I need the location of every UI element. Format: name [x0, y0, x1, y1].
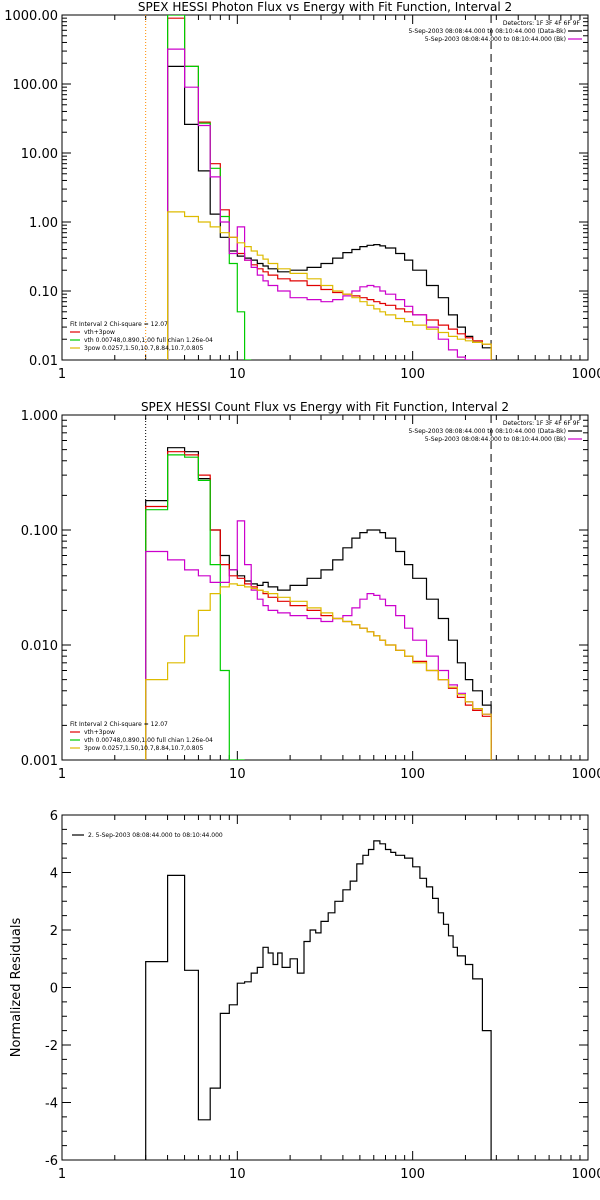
legend-fit-header: Fit Interval 2 Chi-square = 12.07: [70, 321, 168, 328]
legend-entry-label: 3pow 0.0257,1.50,10.7,8.84,10.7,0.805: [84, 345, 203, 352]
series-line-4: [167, 211, 492, 360]
y-tick-label: 2: [50, 924, 58, 939]
x-tick-label: 1: [58, 367, 66, 382]
series-line-0: [145, 447, 492, 760]
series-line-0: [167, 65, 492, 360]
x-tick-label: 1000: [571, 367, 600, 382]
y-tick-label: 1.00: [29, 216, 58, 231]
y-tick-label: -4: [45, 1097, 58, 1112]
count-flux-panel: SPEX HESSI Count Flux vs Energy with Fit…: [21, 400, 600, 782]
legend-entry-label: 5-Sep-2003 08:08:44.000 to 08:10:44.000 …: [425, 36, 566, 43]
x-tick-label: 1000: [571, 767, 600, 782]
legend-entry-label: vth+3pow: [84, 329, 115, 336]
legend-entry-label: 5-Sep-2003 08:08:44.000 to 08:10:44.000 …: [425, 436, 566, 443]
legend-detectors: Detectors: 1F 3F 4F 6F 9F: [503, 20, 581, 27]
plot-frame: [61, 14, 589, 361]
y-tick-label: 4: [50, 867, 58, 882]
y-tick-label: -6: [45, 1154, 58, 1169]
y-tick-label: 6: [50, 809, 58, 824]
y-tick-label: 1000.00: [4, 9, 58, 24]
series-line-2: [145, 454, 245, 760]
legend-entry-label: vth 0.00748,0.890,1.00 full chian 1.26e-…: [84, 337, 213, 344]
legend-entry-label: 3pow 0.0257,1.50,10.7,8.84,10.7,0.805: [84, 745, 203, 752]
series-line-3: [167, 48, 492, 360]
plot-frame: [61, 414, 589, 761]
y-tick-label: 0.10: [29, 285, 58, 300]
y-tick-label: 1.000: [21, 409, 58, 424]
y-tick-label: 0.010: [21, 639, 58, 654]
y-tick-label: 100.00: [13, 78, 59, 93]
legend-entry-label: vth 0.00748,0.890,1.00 full chian 1.26e-…: [84, 737, 213, 744]
y-tick-label: 0.01: [29, 354, 58, 369]
y-tick-label: 0.001: [21, 754, 58, 769]
x-tick-label: 1: [58, 1167, 66, 1182]
series-line-3: [145, 520, 492, 760]
residuals-panel: 1 10 100 1000 -6 -4 -2 0 2 4 6 Normalized Residuals…: [9, 809, 600, 1182]
x-tick-label: 100: [400, 767, 425, 782]
chart-title: SPEX HESSI Photon Flux vs Energy with Fi…: [138, 0, 512, 14]
legend-entry-label: vth+3pow: [84, 729, 115, 736]
x-tick-label: 10: [229, 767, 246, 782]
x-tick-label: 1000: [571, 1167, 600, 1182]
x-tick-label: 1: [58, 767, 66, 782]
y-tick-label: -2: [45, 1039, 58, 1054]
residuals-line: [145, 840, 492, 1160]
legend-detectors: Detectors: 1F 3F 4F 6F 9F: [503, 420, 581, 427]
y-axis-label: Normalized Residuals: [9, 918, 24, 1058]
legend-entry-label: 2. 5-Sep-2003 08:08:44.000 to 08:10:44.0…: [88, 832, 223, 839]
y-tick-label: 10.00: [21, 147, 58, 162]
photon-flux-panel: SPEX HESSI Photon Flux vs Energy with Fi…: [4, 0, 600, 382]
x-tick-label: 10: [229, 1167, 246, 1182]
series-line-4: [145, 583, 492, 760]
x-tick-label: 10: [229, 367, 246, 382]
legend-fit-header: Fit Interval 2 Chi-square = 12.07: [70, 721, 168, 728]
y-tick-label: 0: [50, 982, 58, 997]
chart-title: SPEX HESSI Count Flux vs Energy with Fit…: [141, 400, 509, 414]
plot-frame: [61, 814, 589, 1161]
y-tick-label: 0.100: [21, 524, 58, 539]
x-tick-label: 100: [400, 367, 425, 382]
series-line-1: [167, 17, 492, 360]
series-line-1: [145, 451, 492, 760]
x-tick-label: 100: [400, 1167, 425, 1182]
legend-entry-label: 5-Sep-2003 08:08:44.000 to 08:10:44.000 …: [408, 428, 566, 435]
legend-entry-label: 5-Sep-2003 08:08:44.000 to 08:10:44.000 …: [408, 28, 566, 35]
